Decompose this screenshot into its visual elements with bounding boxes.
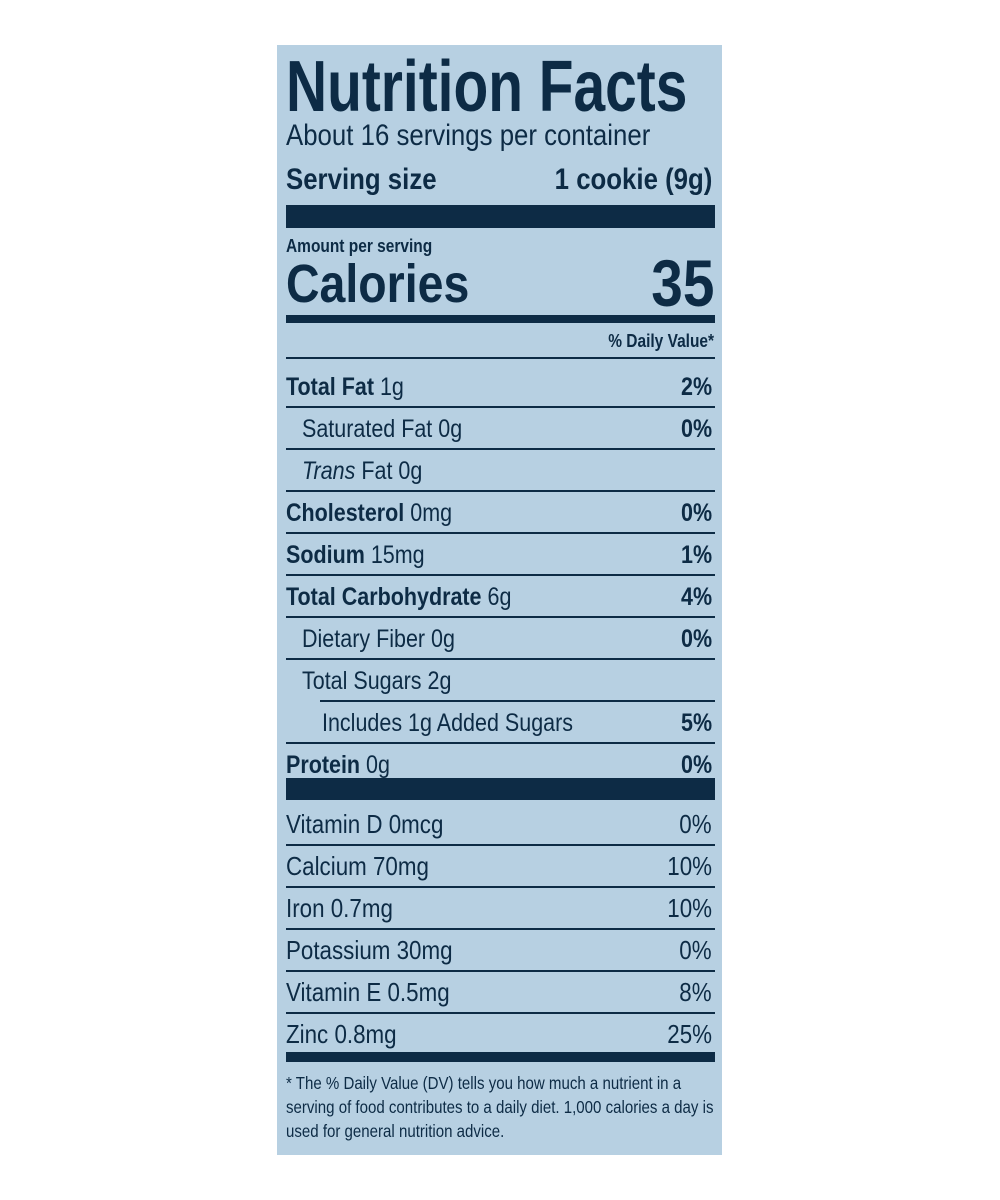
daily-value: 5% <box>680 709 712 737</box>
nutrient-name: Total Sugars 2g <box>302 669 451 694</box>
thick-rule <box>286 205 715 228</box>
vitamin-name: Vitamin E 0.5mg <box>286 977 450 1007</box>
vitamin-name: Iron 0.7mg <box>286 893 393 923</box>
footnote: * The % Daily Value (DV) tells you how m… <box>286 1073 714 1141</box>
rule <box>286 742 715 744</box>
rule <box>286 574 715 576</box>
thick-rule <box>286 778 715 800</box>
servings: About 16 servings per container <box>286 119 651 152</box>
nutrient-name: Trans Fat 0g <box>302 459 422 484</box>
vitamin-dv: 0% <box>679 935 712 965</box>
rule <box>286 1012 715 1014</box>
vitamin-name: Zinc 0.8mg <box>286 1019 397 1049</box>
nutrient-amount: 15mg <box>370 541 425 569</box>
nutrient-amount: 6g <box>487 583 512 611</box>
nutrient-label: Sodium <box>286 541 365 569</box>
nutrient-label: Cholesterol <box>286 499 405 527</box>
nutrient-text: Dietary Fiber 0g <box>302 625 455 653</box>
medium-rule <box>286 315 715 323</box>
nutrient-text: Includes 1g Added Sugars <box>322 709 574 737</box>
nutrient-name: Total Carbohydrate 6g <box>286 585 511 610</box>
nutrient-label: Total Fat <box>286 373 374 401</box>
vitamin-name: Potassium 30mg <box>286 935 453 965</box>
daily-value: 0% <box>680 625 712 653</box>
daily-value: 4% <box>680 583 712 611</box>
daily-value: 0% <box>680 499 712 527</box>
vitamin-dv: 10% <box>667 893 712 923</box>
daily-value: 0% <box>680 415 712 443</box>
amount-per-serving: Amount per serving <box>286 236 433 256</box>
nutrient-name: Dietary Fiber 0g <box>302 627 455 652</box>
rule <box>286 928 715 930</box>
rule <box>286 970 715 972</box>
daily-value: 2% <box>680 373 712 401</box>
rule <box>286 357 715 359</box>
rule <box>286 448 715 450</box>
daily-value: 1% <box>680 541 712 569</box>
nutrient-amount: 0g <box>366 751 390 779</box>
vitamin-dv: 25% <box>667 1019 712 1049</box>
serving-size: 1 cookie (9g) <box>554 163 712 196</box>
nutrient-label: Total Carbohydrate <box>286 583 482 611</box>
nutrient-label: Protein <box>286 751 361 779</box>
vitamin-dv: 0% <box>679 809 712 839</box>
rule <box>320 700 715 702</box>
rule <box>286 532 715 534</box>
rule <box>286 490 715 492</box>
vitamin-name: Calcium 70mg <box>286 851 429 881</box>
rule <box>286 406 715 408</box>
nutrient-amount: 0mg <box>410 499 453 527</box>
rule <box>286 616 715 618</box>
rule <box>286 844 715 846</box>
vitamin-dv: 8% <box>679 977 712 1007</box>
nutrient-name: Includes 1g Added Sugars <box>322 711 573 736</box>
nutrient-text: Saturated Fat 0g <box>302 415 463 443</box>
calories-label: Calories <box>286 254 470 314</box>
vitamin-name: Vitamin D 0mcg <box>286 809 444 839</box>
nutrient-name: Protein 0g <box>286 753 390 778</box>
nutrient-amount: 1g <box>379 373 404 401</box>
nutrient-italic: Trans <box>302 457 356 485</box>
dv-header: % Daily Value* <box>608 331 714 351</box>
nutrient-name: Total Fat 1g <box>286 375 404 400</box>
daily-value: 0% <box>680 751 712 779</box>
nutrient-text: Total Sugars 2g <box>302 667 452 695</box>
medium-rule <box>286 1052 715 1062</box>
calories-value: 35 <box>650 246 714 320</box>
vitamin-dv: 10% <box>667 851 712 881</box>
nutrient-name: Sodium 15mg <box>286 543 425 568</box>
rule <box>286 886 715 888</box>
nutrient-text: Fat 0g <box>361 457 423 485</box>
serving-size-label: Serving size <box>286 163 437 196</box>
nutrition-label: Nutrition Facts About 16 servings per co… <box>277 45 722 1155</box>
title: Nutrition Facts <box>286 47 688 127</box>
nutrient-name: Cholesterol 0mg <box>286 501 452 526</box>
nutrient-name: Saturated Fat 0g <box>302 417 462 442</box>
rule <box>286 658 715 660</box>
